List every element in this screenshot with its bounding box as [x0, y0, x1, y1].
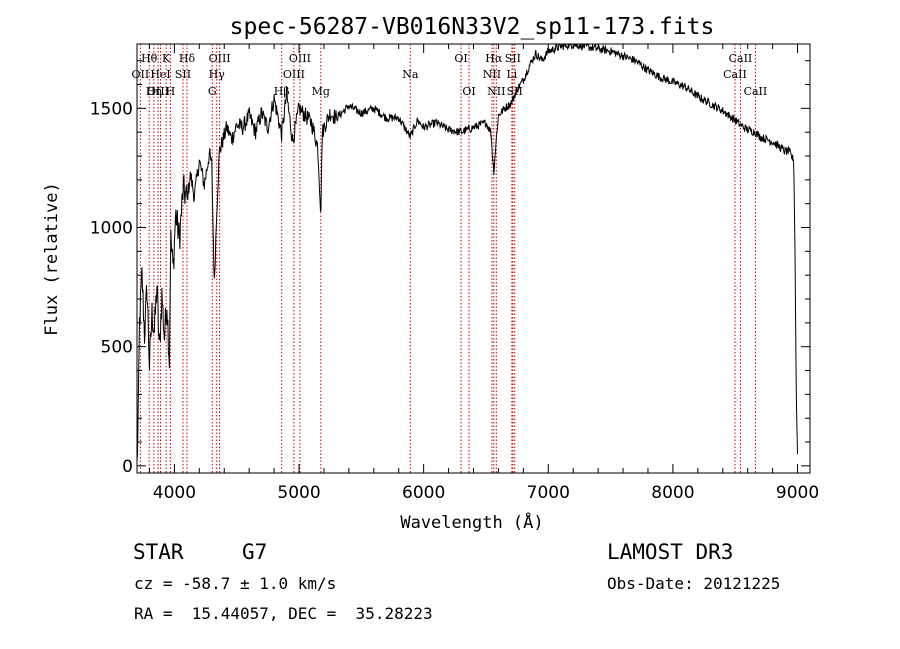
coordinates-text: RA = 15.44057, DEC = 35.28223 [134, 604, 433, 623]
line-label: H [166, 85, 176, 98]
line-label: OI [462, 85, 475, 98]
x-axis-label: Wavelength (Å) [400, 511, 543, 533]
line-label: Mg [312, 85, 330, 98]
x-tick-label: 7000 [527, 483, 570, 503]
line-label: Hθ [141, 52, 158, 65]
y-tick-label: 1000 [90, 219, 133, 239]
line-label: Hγ [209, 68, 226, 81]
line-label: Hα [485, 52, 503, 65]
chart-title: spec-56287-VB016N33V2_sp11-173.fits [230, 14, 715, 40]
axes: 4000 5000 6000 7000 8000 9000 0 500 1000 1500 [90, 44, 819, 503]
line-label: SII [175, 68, 191, 81]
line-label: Li [506, 68, 517, 81]
line-label: SII [505, 52, 521, 65]
y-axis-label: Flux (relative) [42, 182, 62, 336]
x-tick-label: 6000 [402, 483, 445, 503]
x-tick-label: 5000 [277, 483, 320, 503]
survey-label: LAMOST DR3 [607, 540, 734, 564]
x-tick-label: 4000 [153, 483, 196, 503]
line-markers [139, 44, 756, 473]
line-label: NII [483, 68, 501, 81]
redshift-text: cz = -58.7 ± 1.0 km/s [134, 574, 337, 593]
line-label: Hδ [179, 52, 196, 65]
subclass-label: G7 [242, 540, 268, 564]
x-tick-label: 9000 [776, 483, 819, 503]
line-label: Hβ [274, 85, 290, 98]
line-label: OIII [209, 52, 231, 65]
line-label: K [162, 52, 171, 65]
line-label: CaII [723, 68, 747, 81]
line-label: Hη [146, 85, 162, 98]
line-label: OIII [283, 68, 305, 81]
class-label: STAR [133, 540, 184, 564]
x-tick-label: 8000 [651, 483, 694, 503]
line-label: CaII [729, 52, 753, 65]
line-label: HeI [150, 68, 170, 81]
line-label: G [208, 85, 217, 98]
obs-date-text: Obs-Date: 20121225 [607, 574, 781, 593]
line-label: OIII [147, 85, 169, 98]
y-tick-label: 1500 [90, 99, 133, 119]
spectrum-line [136, 42, 798, 461]
y-tick-label: 0 [122, 457, 133, 477]
line-label: NII [487, 85, 505, 98]
line-label: Na [402, 68, 419, 81]
line-label: OI [454, 52, 467, 65]
plot-frame [136, 43, 811, 474]
line-label: OIII [289, 52, 311, 65]
y-tick-label: 500 [101, 338, 133, 358]
line-label: CaII [744, 85, 768, 98]
line-label: OII [132, 68, 150, 81]
